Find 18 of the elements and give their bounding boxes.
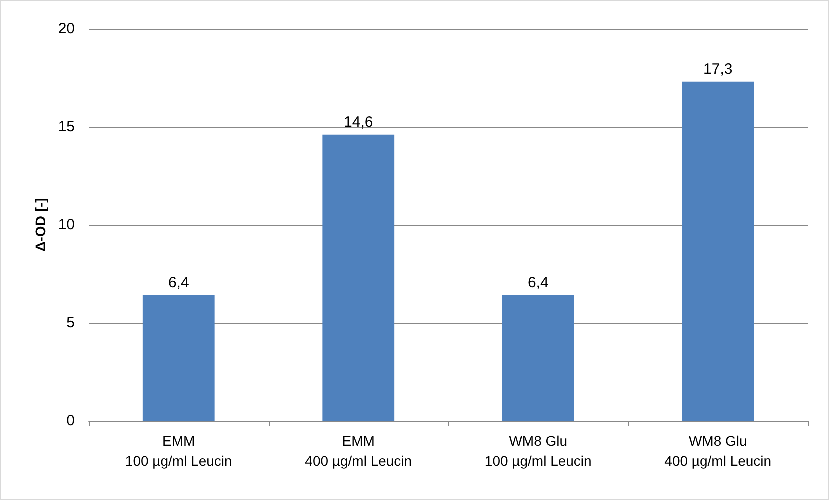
y-tick-label: 0 xyxy=(66,412,75,430)
bar xyxy=(682,82,754,421)
x-tick-label: EMM 100 µg/ml Leucin xyxy=(125,433,232,469)
data-label: 17,3 xyxy=(704,60,733,78)
y-axis-title: Δ-OD [-] xyxy=(32,198,48,252)
x-tick-label: WM8 Glu 100 µg/ml Leucin xyxy=(484,433,592,469)
y-tick-label: 5 xyxy=(66,314,75,332)
data-label: 6,4 xyxy=(168,274,190,292)
x-tick-label: EMM 400 µg/ml Leucin xyxy=(305,433,412,469)
x-tick-label: WM8 Glu 400 µg/ml Leucin xyxy=(664,433,772,469)
data-label: 6,4 xyxy=(528,274,549,292)
y-tick-label: 10 xyxy=(58,216,75,234)
bar xyxy=(322,134,395,421)
bar xyxy=(142,296,215,421)
bar xyxy=(502,296,574,421)
y-tick-label: 15 xyxy=(58,118,75,136)
data-label: 14,6 xyxy=(344,114,374,131)
y-tick-label: 20 xyxy=(58,20,75,38)
